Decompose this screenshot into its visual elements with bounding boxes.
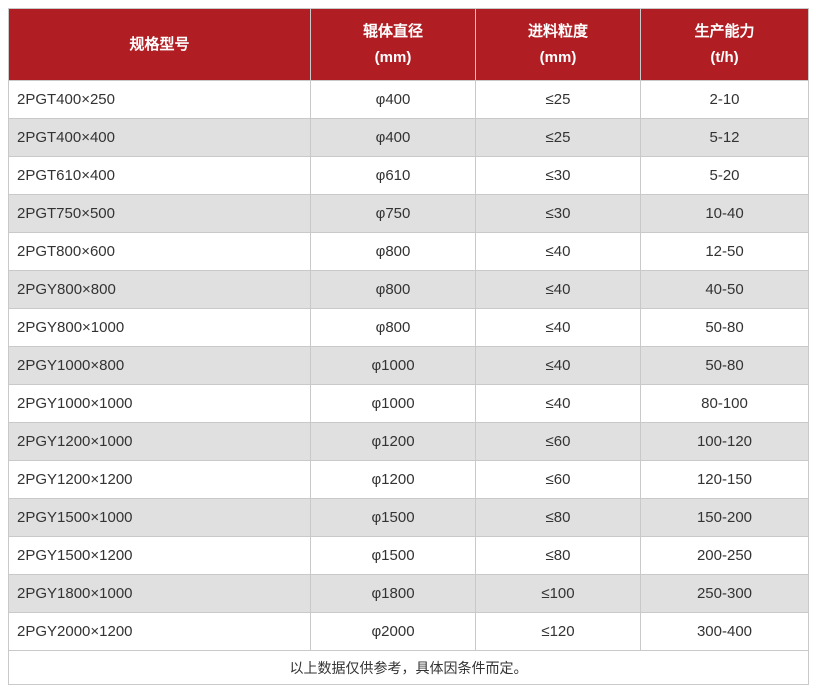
model-cell: 2PGT750×500 <box>8 194 311 233</box>
table-row: 2PGY1000×800 φ1000 ≤40 50-80 <box>8 346 809 385</box>
capacity-cell: 80-100 <box>640 384 809 423</box>
header-row: 规格型号 辊体直径 (mm) 进料粒度 (mm) 生产能力 (t/h) <box>8 8 809 81</box>
roller-diameter-cell: φ1500 <box>310 536 476 575</box>
feed-size-cell: ≤30 <box>475 156 641 195</box>
roller-diameter-cell: φ1200 <box>310 460 476 499</box>
model-cell: 2PGY800×1000 <box>8 308 311 347</box>
table-row: 2PGY800×1000 φ800 ≤40 50-80 <box>8 308 809 347</box>
capacity-cell: 120-150 <box>640 460 809 499</box>
capacity-cell: 5-20 <box>640 156 809 195</box>
roller-diameter-cell: φ750 <box>310 194 476 233</box>
roller-diameter-cell: φ400 <box>310 80 476 119</box>
header-roller-diameter: 辊体直径 (mm) <box>310 8 476 81</box>
table-row: 2PGY800×800 φ800 ≤40 40-50 <box>8 270 809 309</box>
model-cell: 2PGY1200×1200 <box>8 460 311 499</box>
feed-size-cell: ≤25 <box>475 80 641 119</box>
roller-diameter-cell: φ1800 <box>310 574 476 613</box>
table-row: 2PGY2000×1200 φ2000 ≤120 300-400 <box>8 612 809 651</box>
table-row: 2PGY1000×1000 φ1000 ≤40 80-100 <box>8 384 809 423</box>
header-model: 规格型号 <box>8 8 311 81</box>
table-footer: 以上数据仅供参考，具体因条件而定。 <box>8 650 809 685</box>
table-row: 2PGT800×600 φ800 ≤40 12-50 <box>8 232 809 271</box>
table-row: 2PGY1200×1200 φ1200 ≤60 120-150 <box>8 460 809 499</box>
table-row: 2PGT750×500 φ750 ≤30 10-40 <box>8 194 809 233</box>
roller-diameter-cell: φ1000 <box>310 346 476 385</box>
spec-table-body: 2PGT400×250 φ400 ≤25 2-10 2PGT400×400 φ400 ≤25… <box>8 80 809 651</box>
feed-size-cell: ≤40 <box>475 308 641 347</box>
model-cell: 2PGT400×400 <box>8 118 311 157</box>
capacity-cell: 2-10 <box>640 80 809 119</box>
capacity-cell: 150-200 <box>640 498 809 537</box>
feed-size-cell: ≤100 <box>475 574 641 613</box>
header-capacity-title: 生产能力 <box>694 23 755 40</box>
footer-row: 以上数据仅供参考，具体因条件而定。 <box>8 650 809 685</box>
header-feed-size-title: 进料粒度 <box>527 23 588 40</box>
feed-size-cell: ≤80 <box>475 498 641 537</box>
roller-diameter-cell: φ1500 <box>310 498 476 537</box>
table-row: 2PGY1500×1200 φ1500 ≤80 200-250 <box>8 536 809 575</box>
model-cell: 2PGY1200×1000 <box>8 422 311 461</box>
capacity-cell: 250-300 <box>640 574 809 613</box>
header-feed-size-unit: (mm) <box>539 48 577 66</box>
capacity-cell: 5-12 <box>640 118 809 157</box>
capacity-cell: 10-40 <box>640 194 809 233</box>
capacity-cell: 50-80 <box>640 346 809 385</box>
product-spec-table: 规格型号 辊体直径 (mm) 进料粒度 (mm) 生产能力 (t/h) 2PGT… <box>8 8 809 685</box>
capacity-cell: 40-50 <box>640 270 809 309</box>
feed-size-cell: ≤40 <box>475 232 641 271</box>
capacity-cell: 200-250 <box>640 536 809 575</box>
capacity-cell: 50-80 <box>640 308 809 347</box>
model-cell: 2PGY1000×800 <box>8 346 311 385</box>
model-cell: 2PGY1000×1000 <box>8 384 311 423</box>
model-cell: 2PGT400×250 <box>8 80 311 119</box>
roller-diameter-cell: φ1200 <box>310 422 476 461</box>
header-capacity: 生产能力 (t/h) <box>640 8 809 81</box>
model-cell: 2PGY1500×1200 <box>8 536 311 575</box>
feed-size-cell: ≤120 <box>475 612 641 651</box>
roller-diameter-cell: φ1000 <box>310 384 476 423</box>
table-row: 2PGY1800×1000 φ1800 ≤100 250-300 <box>8 574 809 613</box>
model-cell: 2PGY2000×1200 <box>8 612 311 651</box>
table-header: 规格型号 辊体直径 (mm) 进料粒度 (mm) 生产能力 (t/h) <box>8 8 809 81</box>
roller-diameter-cell: φ2000 <box>310 612 476 651</box>
table-row: 2PGT610×400 φ610 ≤30 5-20 <box>8 156 809 195</box>
model-cell: 2PGY1800×1000 <box>8 574 311 613</box>
header-roller-diameter-title: 辊体直径 <box>362 23 423 40</box>
footer-note: 以上数据仅供参考，具体因条件而定。 <box>8 650 809 685</box>
roller-diameter-cell: φ800 <box>310 308 476 347</box>
table-row: 2PGY1500×1000 φ1500 ≤80 150-200 <box>8 498 809 537</box>
feed-size-cell: ≤60 <box>475 422 641 461</box>
header-feed-size: 进料粒度 (mm) <box>475 8 641 81</box>
model-cell: 2PGT800×600 <box>8 232 311 271</box>
capacity-cell: 100-120 <box>640 422 809 461</box>
table-row: 2PGT400×250 φ400 ≤25 2-10 <box>8 80 809 119</box>
feed-size-cell: ≤25 <box>475 118 641 157</box>
capacity-cell: 12-50 <box>640 232 809 271</box>
model-cell: 2PGY800×800 <box>8 270 311 309</box>
table-row: 2PGT400×400 φ400 ≤25 5-12 <box>8 118 809 157</box>
model-cell: 2PGT610×400 <box>8 156 311 195</box>
header-roller-diameter-unit: (mm) <box>374 48 412 66</box>
feed-size-cell: ≤40 <box>475 346 641 385</box>
feed-size-cell: ≤80 <box>475 536 641 575</box>
roller-diameter-cell: φ800 <box>310 270 476 309</box>
feed-size-cell: ≤30 <box>475 194 641 233</box>
roller-diameter-cell: φ800 <box>310 232 476 271</box>
table-row: 2PGY1200×1000 φ1200 ≤60 100-120 <box>8 422 809 461</box>
capacity-cell: 300-400 <box>640 612 809 651</box>
roller-diameter-cell: φ610 <box>310 156 476 195</box>
feed-size-cell: ≤40 <box>475 270 641 309</box>
feed-size-cell: ≤40 <box>475 384 641 423</box>
header-capacity-unit: (t/h) <box>710 48 739 66</box>
feed-size-cell: ≤60 <box>475 460 641 499</box>
roller-diameter-cell: φ400 <box>310 118 476 157</box>
model-cell: 2PGY1500×1000 <box>8 498 311 537</box>
header-model-title: 规格型号 <box>129 35 190 53</box>
